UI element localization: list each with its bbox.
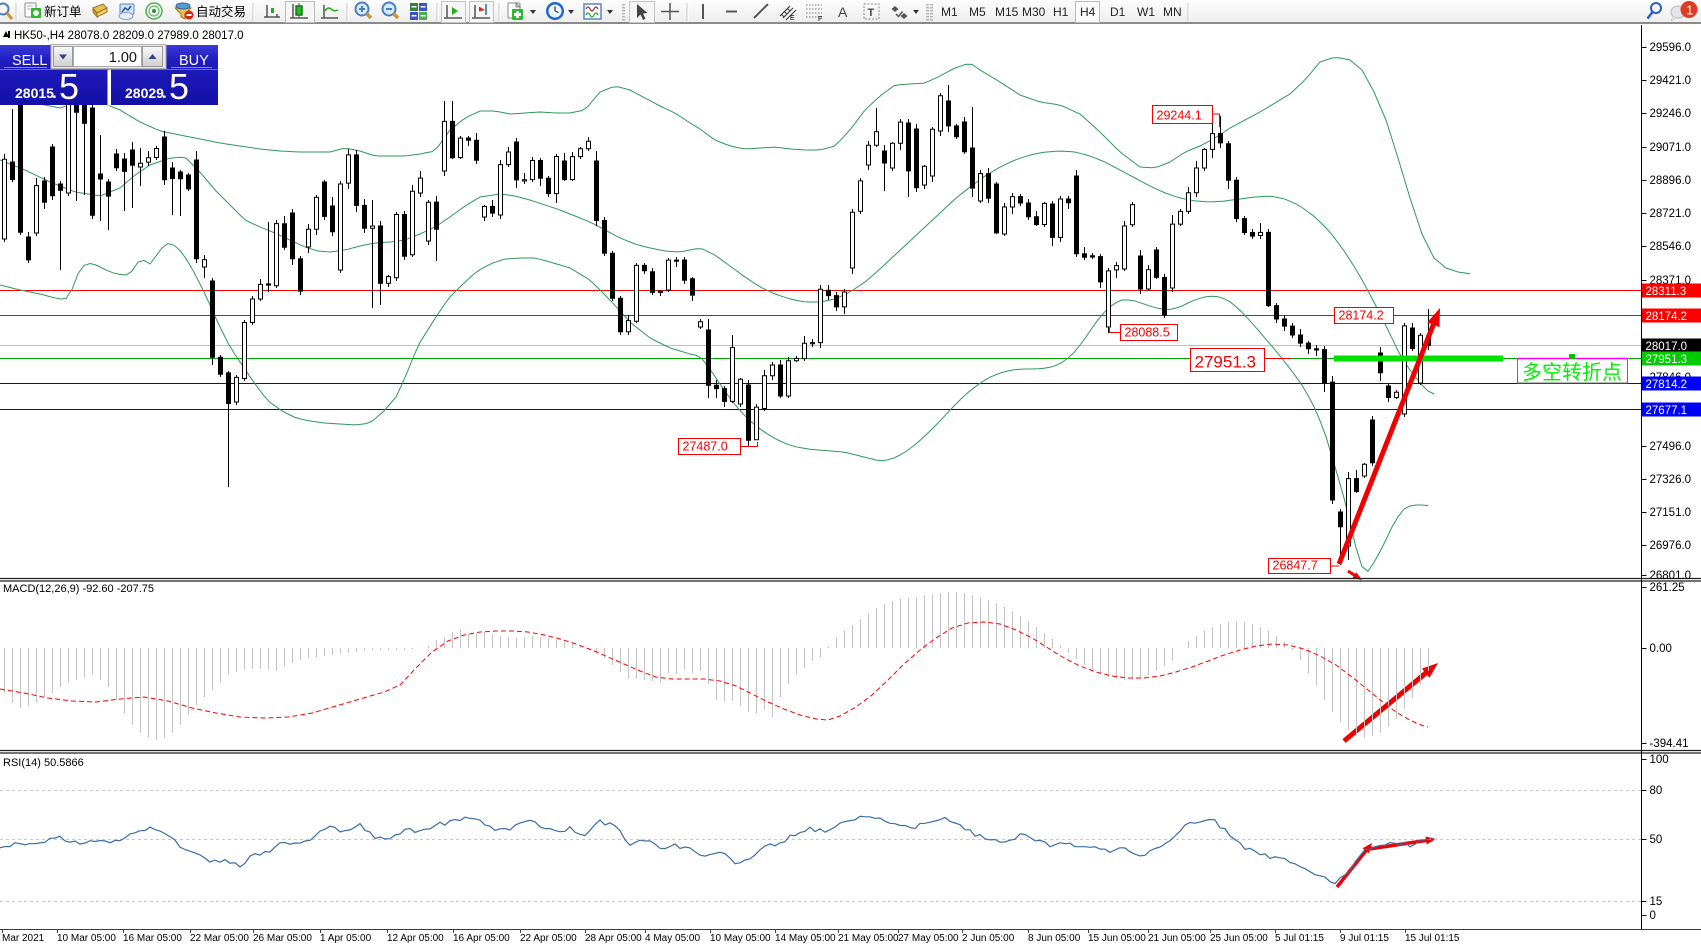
svg-text:1: 1 xyxy=(1686,3,1693,18)
svg-text:26976.0: 26976.0 xyxy=(1650,540,1692,552)
svg-text:22 Apr 05:00: 22 Apr 05:00 xyxy=(520,933,577,944)
svg-text:27151.0: 27151.0 xyxy=(1650,507,1692,519)
svg-text:M5: M5 xyxy=(969,5,986,19)
svg-text:28896.0: 28896.0 xyxy=(1650,175,1692,187)
svg-text:100: 100 xyxy=(1650,754,1669,766)
svg-text:27677.1: 27677.1 xyxy=(1646,405,1688,417)
svg-text:9 Jul 01:15: 9 Jul 01:15 xyxy=(1340,933,1389,944)
svg-text:22 Mar 05:00: 22 Mar 05:00 xyxy=(190,933,249,944)
svg-text:D1: D1 xyxy=(1110,5,1126,19)
svg-text:15 Jul 01:15: 15 Jul 01:15 xyxy=(1405,933,1460,944)
svg-text:28311.3: 28311.3 xyxy=(1646,286,1687,298)
svg-text:27 May 05:00: 27 May 05:00 xyxy=(898,933,959,944)
svg-text:25 Jun 05:00: 25 Jun 05:00 xyxy=(1210,933,1268,944)
svg-text:H1: H1 xyxy=(1053,5,1069,19)
svg-text:27496.0: 27496.0 xyxy=(1650,441,1692,453)
svg-text:28546.0: 28546.0 xyxy=(1650,241,1692,253)
svg-text:MN: MN xyxy=(1163,5,1182,19)
svg-text:新订单: 新订单 xyxy=(44,4,82,19)
svg-text:W1: W1 xyxy=(1137,5,1155,19)
svg-text:.: . xyxy=(52,83,57,102)
svg-text:SELL: SELL xyxy=(12,53,47,69)
svg-text:27326.0: 27326.0 xyxy=(1650,474,1692,486)
svg-text:28015: 28015 xyxy=(15,85,54,101)
svg-text:27951.3: 27951.3 xyxy=(1646,354,1688,366)
svg-text:H4: H4 xyxy=(1080,5,1096,19)
svg-text:80: 80 xyxy=(1650,785,1663,797)
svg-text:27814.2: 27814.2 xyxy=(1646,379,1688,391)
svg-text:Mar 2021: Mar 2021 xyxy=(2,933,45,944)
svg-text:28174.2: 28174.2 xyxy=(1339,309,1384,323)
svg-text:29596.0: 29596.0 xyxy=(1650,42,1692,54)
svg-text:21 Jun 05:00: 21 Jun 05:00 xyxy=(1148,933,1206,944)
svg-text:8 Jun 05:00: 8 Jun 05:00 xyxy=(1028,933,1081,944)
svg-text:自动交易: 自动交易 xyxy=(196,4,246,19)
svg-text:E: E xyxy=(790,15,795,22)
svg-text:26 Mar 05:00: 26 Mar 05:00 xyxy=(253,933,312,944)
svg-text:4 May 05:00: 4 May 05:00 xyxy=(645,933,700,944)
svg-text:29071.0: 29071.0 xyxy=(1650,142,1692,154)
svg-text:27487.0: 27487.0 xyxy=(683,440,728,454)
svg-text:261.25: 261.25 xyxy=(1650,582,1685,594)
svg-text:16 Apr 05:00: 16 Apr 05:00 xyxy=(453,933,510,944)
svg-text:14 May 05:00: 14 May 05:00 xyxy=(775,933,836,944)
svg-text:29246.0: 29246.0 xyxy=(1650,108,1692,120)
svg-text:5: 5 xyxy=(169,66,189,107)
svg-text:28029: 28029 xyxy=(125,85,164,101)
svg-text:HK50-,H4 28078.0 28209.0 2798: HK50-,H4 28078.0 28209.0 27989.0 28017.0 xyxy=(14,30,244,42)
svg-text:28088.5: 28088.5 xyxy=(1125,326,1170,340)
svg-text:5 Jul 01:15: 5 Jul 01:15 xyxy=(1275,933,1324,944)
svg-text:MACD(12,26,9) -92.60 -207.75: MACD(12,26,9) -92.60 -207.75 xyxy=(3,583,154,595)
svg-text:28721.0: 28721.0 xyxy=(1650,208,1692,220)
svg-text:0.00: 0.00 xyxy=(1650,643,1672,655)
svg-text:10 May 05:00: 10 May 05:00 xyxy=(710,933,771,944)
svg-text:29421.0: 29421.0 xyxy=(1650,75,1692,87)
svg-text:1 Apr 05:00: 1 Apr 05:00 xyxy=(320,933,372,944)
svg-text:.: . xyxy=(162,83,167,102)
svg-text:27951.3: 27951.3 xyxy=(1195,353,1256,372)
svg-text:M30: M30 xyxy=(1022,5,1046,19)
svg-text:M15: M15 xyxy=(995,5,1019,19)
svg-text:RSI(14) 50.5866: RSI(14) 50.5866 xyxy=(3,757,84,769)
svg-text:A: A xyxy=(838,4,848,20)
svg-text:12 Apr 05:00: 12 Apr 05:00 xyxy=(387,933,444,944)
svg-text:10 Mar 05:00: 10 Mar 05:00 xyxy=(57,933,116,944)
svg-text:28017.0: 28017.0 xyxy=(1646,341,1688,353)
svg-text:28 Apr 05:00: 28 Apr 05:00 xyxy=(585,933,642,944)
svg-text:5: 5 xyxy=(59,66,79,107)
svg-text:0: 0 xyxy=(1650,910,1656,922)
svg-text:21 May 05:00: 21 May 05:00 xyxy=(838,933,899,944)
svg-text:15 Jun 05:00: 15 Jun 05:00 xyxy=(1088,933,1146,944)
svg-text:1.00: 1.00 xyxy=(109,50,137,66)
svg-text:多空转折点: 多空转折点 xyxy=(1522,361,1622,384)
svg-text:26847.7: 26847.7 xyxy=(1273,559,1318,573)
svg-text:26801.0: 26801.0 xyxy=(1650,570,1692,582)
svg-text:2 Jun 05:00: 2 Jun 05:00 xyxy=(962,933,1015,944)
svg-text:-394.41: -394.41 xyxy=(1650,738,1689,750)
svg-text:BUY: BUY xyxy=(179,53,209,69)
svg-text:16 Mar 05:00: 16 Mar 05:00 xyxy=(123,933,182,944)
svg-text:15: 15 xyxy=(1650,896,1663,908)
svg-text:29244.1: 29244.1 xyxy=(1157,109,1202,123)
svg-text:T: T xyxy=(868,7,875,19)
svg-text:M1: M1 xyxy=(941,5,958,19)
svg-text:50: 50 xyxy=(1650,834,1663,846)
svg-text:F: F xyxy=(818,16,822,23)
svg-text:28174.2: 28174.2 xyxy=(1646,311,1688,323)
